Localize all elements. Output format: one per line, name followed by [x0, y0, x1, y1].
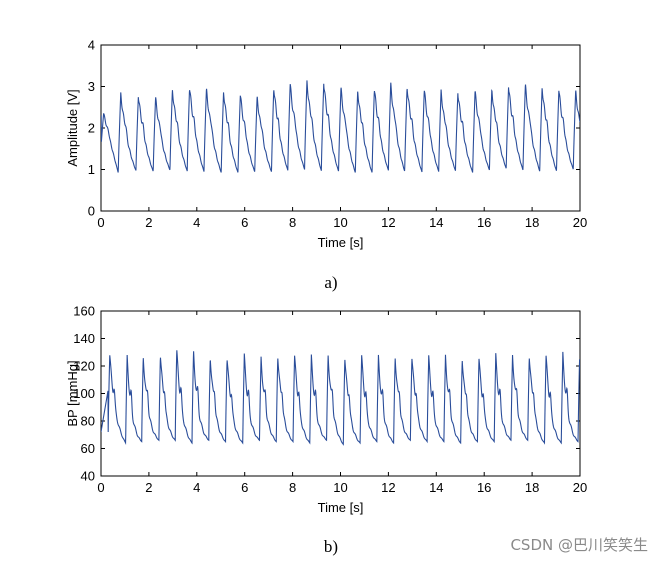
panel-a-y-tick-label: 2: [88, 121, 95, 136]
panel-a-y-tick-label: 0: [88, 204, 95, 219]
panel-a-x-tick-label: 0: [97, 215, 104, 230]
panel-a-x-tick-label: 16: [477, 215, 491, 230]
panel-b-y-tick-label: 120: [73, 359, 95, 374]
panel-b-frame: [100, 310, 581, 477]
panel-a-y-tick-label: 3: [88, 79, 95, 94]
panel-b-x-tick-label: 10: [333, 480, 347, 495]
panel-b-signal-line: [101, 350, 580, 446]
panel-a-x-tick-label: 2: [145, 215, 152, 230]
panel-b-ticks: 0 2 4 6 8 10 12 14 16 18 20 40 60 80 100 120 140 160: [73, 304, 587, 496]
panel-b-x-tick-label: 12: [381, 480, 395, 495]
panel-a-y-axis-label: Amplitude [V]: [65, 89, 80, 166]
panel-b-x-tick-label: 4: [193, 480, 200, 495]
panel-b-x-tick-label: 16: [477, 480, 491, 495]
panel-b-x-tick-label: 20: [573, 480, 587, 495]
panel-b-x-axis-label: Time [s]: [318, 500, 364, 515]
panel-a-y-tick-label: 4: [88, 38, 95, 53]
panel-a-x-tick-label: 14: [429, 215, 443, 230]
panel-b-y-tick-label: 60: [81, 441, 95, 456]
watermark: CSDN @巴川笑笑生: [510, 536, 648, 554]
panel-b-y-tick-label: 160: [73, 304, 95, 319]
panel-a-signal-line: [101, 80, 580, 173]
panel-a-frame: [100, 44, 581, 212]
panel-a-y-tick-label: 1: [88, 162, 95, 177]
panel-a-x-tick-label: 4: [193, 215, 200, 230]
panel-b-y-tick-label: 40: [81, 469, 95, 484]
panel-b-x-tick-label: 2: [145, 480, 152, 495]
panel-a-x-tick-label: 18: [525, 215, 539, 230]
panel-b-x-tick-label: 0: [97, 480, 104, 495]
panel-a-x-tick-label: 6: [241, 215, 248, 230]
panel-b-x-tick-label: 18: [525, 480, 539, 495]
panel-b-y-tick-label: 80: [81, 414, 95, 429]
panel-a-x-tick-label: 20: [573, 215, 587, 230]
panel-b-y-tick-label: 100: [73, 386, 95, 401]
panel-a-x-tick-label: 12: [381, 215, 395, 230]
panel-a-x-axis-label: Time [s]: [318, 235, 364, 250]
panel-a-x-tick-label: 8: [289, 215, 296, 230]
panel-b: 0 2 4 6 8 10 12 14 16 18 20 40 60 80 100 120 140 160 Time…: [65, 304, 587, 557]
panel-b-x-tick-label: 8: [289, 480, 296, 495]
panel-b-caption: b): [324, 537, 338, 556]
panel-b-y-tick-label: 140: [73, 331, 95, 346]
panel-a-x-tick-label: 10: [333, 215, 347, 230]
panel-b-x-tick-label: 6: [241, 480, 248, 495]
panel-b-y-axis-label: BP [mmHg]: [65, 360, 80, 426]
panel-a-caption: a): [324, 273, 337, 292]
panel-b-x-tick-label: 14: [429, 480, 443, 495]
